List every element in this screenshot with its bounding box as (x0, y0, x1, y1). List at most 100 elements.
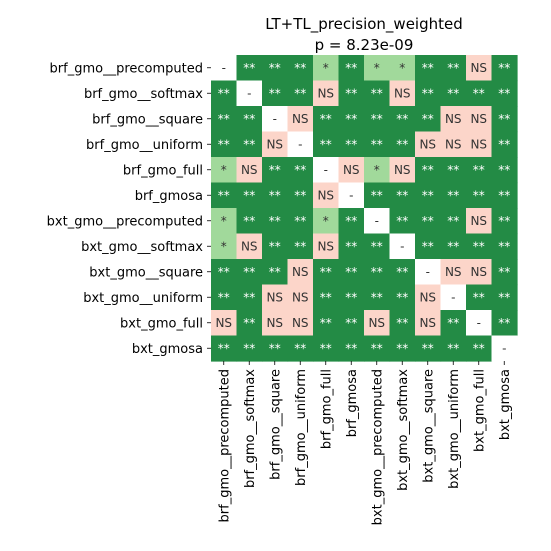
heatmap-cell-label: NS (470, 265, 487, 279)
heatmap-cell-label: ** (345, 239, 357, 253)
heatmap-cell-label: ** (345, 316, 357, 330)
heatmap-cell (313, 310, 340, 337)
heatmap-cell (415, 335, 442, 362)
heatmap-cell (313, 182, 340, 209)
heatmap-cell (338, 80, 365, 107)
heatmap-cell-label: ** (396, 341, 408, 355)
heatmap-cell-label: ** (447, 188, 459, 202)
heatmap-cell (338, 259, 365, 286)
heatmap-cell-label: ** (396, 137, 408, 151)
heatmap-cell (313, 208, 340, 235)
heatmap-cell (313, 259, 340, 286)
heatmap-cell (415, 131, 442, 158)
heatmap-cell (491, 208, 518, 235)
heatmap-cell-label: ** (243, 61, 255, 75)
heatmap-cell-label: NS (241, 239, 258, 253)
heatmap-cell-label: * (374, 61, 380, 75)
heatmap-cell (262, 80, 289, 107)
heatmap-cell-label: NS (470, 214, 487, 228)
heatmap-cell-label: - (426, 265, 430, 279)
heatmap-cell (236, 335, 263, 362)
heatmap-cell-label: - (400, 239, 404, 253)
heatmap-cell (211, 182, 238, 209)
heatmap-cell-label: ** (498, 214, 510, 228)
heatmap-cell (389, 182, 416, 209)
heatmap-cell (262, 106, 289, 133)
heatmap-cell (364, 80, 391, 107)
heatmap-cell (466, 182, 493, 209)
heatmap-cell (389, 233, 416, 260)
heatmap-cell-label: - (273, 112, 277, 126)
heatmap-cell-label: NS (394, 163, 411, 177)
heatmap-cell (466, 106, 493, 133)
heatmap-cell-label: ** (243, 112, 255, 126)
heatmap-cell-label: NS (445, 265, 462, 279)
heatmap-cell-label: ** (371, 290, 383, 304)
heatmap-cell-label: NS (419, 137, 436, 151)
heatmap-cell-label: ** (396, 265, 408, 279)
heatmap-cell-label: * (221, 214, 227, 228)
heatmap-cell-label: ** (320, 316, 332, 330)
heatmap-cell (262, 335, 289, 362)
heatmap-cell-label: ** (422, 341, 434, 355)
heatmap-cell (491, 310, 518, 337)
heatmap-cell (491, 157, 518, 184)
heatmap-cell (313, 106, 340, 133)
heatmap-cell-label: ** (218, 341, 230, 355)
heatmap-cell-label: ** (473, 188, 485, 202)
heatmap-cell (287, 157, 314, 184)
column-label-brf-gmo-square: brf_gmo__square (268, 369, 283, 480)
heatmap-cell (287, 259, 314, 286)
heatmap-cell (236, 208, 263, 235)
heatmap-cell-label: ** (396, 112, 408, 126)
heatmap-cell (364, 131, 391, 158)
heatmap-cell-label: - (324, 163, 328, 177)
heatmap-cell (313, 335, 340, 362)
heatmap-cell-label: ** (218, 137, 230, 151)
heatmap-cell-label: NS (292, 265, 309, 279)
heatmap-cell-label: ** (498, 265, 510, 279)
heatmap-cell-label: NS (470, 137, 487, 151)
heatmap-cell (338, 131, 365, 158)
heatmap-cell-label: ** (422, 239, 434, 253)
heatmap-cell-label: ** (473, 86, 485, 100)
heatmap-cell-label: ** (320, 137, 332, 151)
heatmap-cell (466, 310, 493, 337)
heatmap-cell (211, 131, 238, 158)
heatmap-cell (262, 131, 289, 158)
heatmap-cell-label: ** (498, 188, 510, 202)
heatmap-cell (211, 233, 238, 260)
heatmap-cell-label: ** (243, 137, 255, 151)
column-label-brf-gmosa: brf_gmosa (345, 369, 360, 437)
heatmap-cell-label: ** (371, 112, 383, 126)
heatmap-cell (415, 310, 442, 337)
heatmap-cell-label: ** (345, 61, 357, 75)
heatmap-cell (364, 335, 391, 362)
heatmap-cell-label: NS (266, 137, 283, 151)
heatmap-cell (287, 131, 314, 158)
heatmap-cell-label: - (247, 86, 251, 100)
heatmap-cell-label: ** (345, 112, 357, 126)
heatmap-cell (313, 157, 340, 184)
heatmap-cell-label: NS (419, 316, 436, 330)
row-label-brf-gmo-full: brf_gmo_full (123, 163, 203, 178)
heatmap-cell-label: ** (243, 290, 255, 304)
heatmap-cell-label: ** (269, 239, 281, 253)
heatmap-cell (338, 182, 365, 209)
heatmap-cell-label: ** (498, 86, 510, 100)
heatmap-cell-label: ** (396, 188, 408, 202)
heatmap-cell (389, 208, 416, 235)
heatmap-cell (211, 157, 238, 184)
heatmap-cell-label: ** (371, 137, 383, 151)
heatmap-cell (491, 259, 518, 286)
heatmap-cell (287, 106, 314, 133)
heatmap-cell-label: ** (447, 61, 459, 75)
heatmap-cell-label: ** (498, 61, 510, 75)
row-label-brf-gmo-softmax: brf_gmo__softmax (84, 87, 203, 102)
heatmap-cell-label: NS (394, 86, 411, 100)
heatmap-cell-label: ** (345, 290, 357, 304)
row-label-brf-gmo-precomputed: brf_gmo__precomputed (50, 61, 203, 76)
heatmap-cell-label: ** (498, 316, 510, 330)
heatmap-cell (236, 131, 263, 158)
